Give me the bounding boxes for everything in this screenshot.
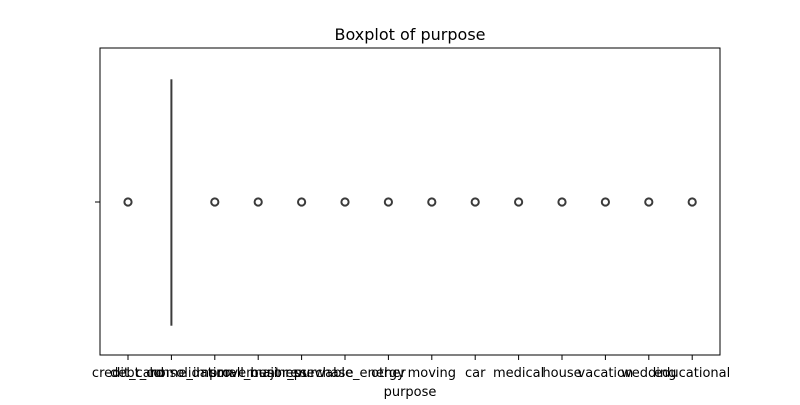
outlier-point	[297, 197, 307, 207]
x-tick-label: vacation	[578, 366, 634, 381]
outlier-point	[644, 197, 654, 207]
outlier-point	[383, 197, 393, 207]
x-tick-label: medical	[493, 366, 544, 381]
plot-frame	[99, 47, 721, 356]
chart-marks	[123, 79, 697, 326]
x-tick-label: educational	[654, 366, 730, 381]
outlier-point	[687, 197, 697, 207]
x-axis-ticks: credit_carddebt_consolidationhome_improv…	[92, 355, 730, 381]
outlier-point	[557, 197, 567, 207]
outlier-point	[427, 197, 437, 207]
x-tick-label: credit_card	[92, 366, 164, 381]
x-tick-label: home_improvement	[150, 366, 281, 381]
x-tick-label: wedding	[621, 366, 676, 381]
x-tick-label: renewable_energy	[285, 366, 405, 381]
x-tick-label: moving	[408, 366, 456, 381]
outlier-point	[253, 197, 263, 207]
x-tick-label: major_purchase	[250, 366, 354, 381]
outlier-point	[600, 197, 611, 207]
outlier-point	[470, 197, 480, 207]
x-tick-label: car	[465, 366, 486, 381]
x-tick-label: other	[371, 366, 406, 381]
outlier-point	[123, 197, 133, 207]
outlier-point	[340, 197, 350, 207]
chart-title: Boxplot of purpose	[335, 25, 486, 44]
x-axis-label: purpose	[384, 385, 437, 400]
x-tick-label: debt_consolidation	[110, 366, 233, 381]
x-tick-label: small_business	[209, 366, 307, 381]
x-tick-label: house	[542, 366, 581, 381]
outlier-point	[514, 197, 524, 207]
outlier-point	[210, 197, 220, 207]
